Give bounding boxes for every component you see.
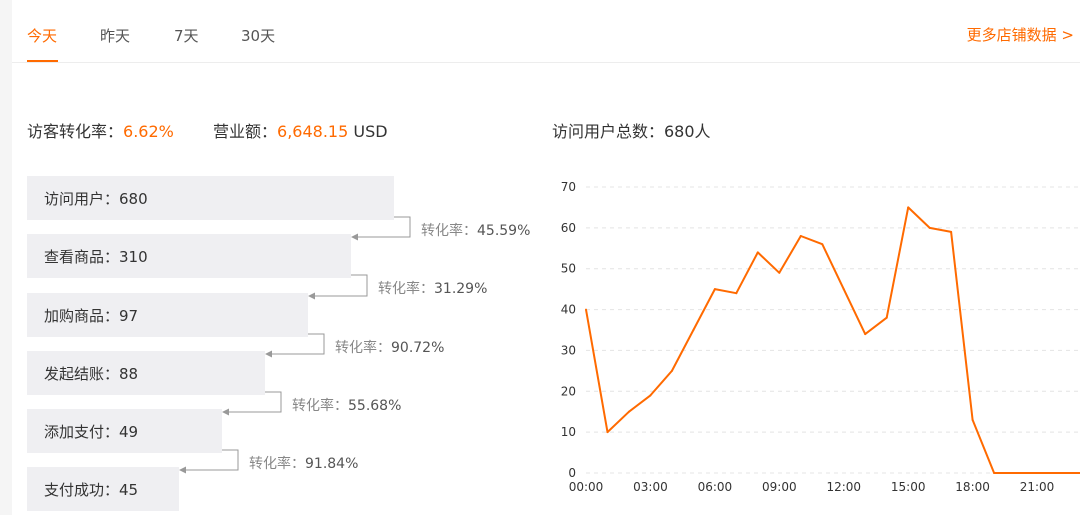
- time-range-tabs: 今天 昨天 7天 30天 更多店铺数据 >: [12, 0, 1080, 63]
- funnel-label-product-views: 查看商品：310: [44, 248, 148, 266]
- funnel-bar-product-views: 查看商品：310: [27, 234, 351, 278]
- tab-yesterday[interactable]: 昨天: [100, 27, 131, 45]
- rate-label: 转化率：: [292, 398, 348, 414]
- data-point: [778, 271, 781, 274]
- conversion-rate-step-5: 转化率：91.84%: [249, 453, 358, 473]
- arrowhead-icon: [179, 466, 186, 474]
- data-point: [670, 369, 673, 372]
- data-point: [627, 410, 630, 413]
- connector-arrow: [356, 216, 411, 238]
- data-point: [735, 292, 738, 295]
- active-tab-indicator: [27, 60, 58, 62]
- y-tick-label: 40: [561, 303, 576, 317]
- y-tick-label: 60: [561, 221, 576, 235]
- arrowhead-icon: [351, 233, 358, 241]
- funnel-bar-add-payment: 添加支付：49: [27, 409, 222, 453]
- conversion-rate-label: 访客转化率：: [27, 122, 124, 141]
- x-tick-label: 12:00: [826, 480, 861, 494]
- data-point: [821, 243, 824, 246]
- y-tick-label: 50: [561, 262, 576, 276]
- revenue-unit: USD: [353, 122, 388, 141]
- x-tick-label: 03:00: [633, 480, 668, 494]
- rate-value: 90.72%: [391, 340, 445, 356]
- tab-30-days[interactable]: 30天: [241, 27, 276, 45]
- data-point: [692, 329, 695, 331]
- funnel-bar-visits: 访问用户：680: [27, 176, 394, 220]
- funnel-connectors: [179, 216, 411, 474]
- connector-arrow: [313, 274, 368, 297]
- rate-value: 31.29%: [434, 281, 488, 297]
- connector-arrow: [270, 333, 325, 355]
- conversion-rate-step-3: 转化率：90.72%: [335, 337, 444, 357]
- funnel-label-visits: 访问用户：680: [44, 190, 148, 208]
- funnel-bar-payment-success: 支付成功：45: [27, 467, 179, 511]
- data-point: [842, 288, 845, 291]
- rate-label: 转化率：: [249, 456, 305, 472]
- conversion-rate-value: 6.62%: [123, 122, 174, 141]
- data-point: [606, 431, 609, 434]
- rate-value: 45.59%: [477, 223, 531, 239]
- data-point: [713, 288, 716, 291]
- conversion-rate-step-1: 转化率：45.59%: [421, 220, 530, 240]
- y-tick-label: 70: [561, 180, 576, 194]
- x-tick-label: 06:00: [698, 480, 733, 494]
- y-tick-label: 30: [561, 343, 576, 357]
- data-point: [1036, 472, 1039, 474]
- data-point: [885, 316, 888, 319]
- tab-today[interactable]: 今天: [27, 27, 58, 45]
- arrowhead-icon: [222, 408, 229, 416]
- data-point: [950, 230, 953, 233]
- conversion-rate-step-4: 转化率：55.68%: [292, 395, 401, 415]
- arrowhead-icon: [265, 350, 272, 358]
- conversion-rate-stat: 访客转化率：6.62%: [27, 118, 174, 142]
- rate-label: 转化率：: [335, 340, 391, 356]
- data-point: [649, 394, 652, 397]
- x-tick-label: 18:00: [955, 480, 990, 494]
- total-visitors-stat: 访问用户总数：680人: [552, 122, 711, 141]
- funnel-label-add-payment: 添加支付：49: [44, 423, 139, 441]
- revenue-value: 6,648.15: [277, 122, 349, 141]
- data-point: [971, 418, 974, 421]
- funnel-bar-add-to-cart: 加购商品：97: [27, 293, 308, 337]
- conversion-rate-step-2: 转化率：31.29%: [378, 278, 487, 298]
- data-point: [1014, 472, 1017, 474]
- x-tick-label: 21:00: [1020, 480, 1055, 494]
- data-point: [993, 472, 996, 474]
- tab-7-days[interactable]: 7天: [174, 27, 199, 45]
- connector-arrow: [227, 391, 282, 413]
- y-tick-label: 10: [561, 425, 576, 439]
- data-point: [585, 308, 587, 311]
- store-data-card: 今天 昨天 7天 30天 更多店铺数据 > 访客转化率：6.62% 营业额：6,…: [12, 0, 1080, 515]
- x-tick-label: 09:00: [762, 480, 797, 494]
- revenue-label: 营业额：: [213, 122, 278, 141]
- y-tick-label: 0: [568, 466, 576, 480]
- hourly-visitors-line-chart: 0 10 20 30 40 50 60 70 00:00 03:00 06:00 09:00 12:00…: [561, 180, 1080, 494]
- rate-value: 91.84%: [305, 456, 359, 472]
- revenue-stat: 营业额：6,648.15 USD: [213, 118, 388, 142]
- funnel-bar-checkout: 发起结账：88: [27, 351, 265, 395]
- funnel-label-payment-success: 支付成功：45: [44, 481, 139, 499]
- funnel-label-checkout: 发起结账：88: [44, 365, 139, 383]
- data-point: [756, 251, 759, 254]
- data-point: [907, 206, 910, 209]
- data-point: [1057, 472, 1060, 474]
- funnel-label-add-to-cart: 加购商品：97: [44, 307, 139, 325]
- data-point: [928, 226, 931, 229]
- rate-value: 55.68%: [348, 398, 402, 414]
- x-tick-label: 15:00: [891, 480, 926, 494]
- rate-label: 转化率：: [378, 281, 434, 297]
- connector-arrow: [184, 449, 239, 471]
- arrowhead-icon: [308, 292, 315, 300]
- series-line-visitors: [585, 206, 1080, 474]
- data-point: [864, 333, 867, 336]
- more-store-data-link[interactable]: 更多店铺数据 >: [966, 26, 1074, 44]
- x-tick-label: 00:00: [569, 480, 604, 494]
- data-point: [799, 235, 802, 238]
- y-tick-label: 20: [561, 384, 576, 398]
- rate-label: 转化率：: [421, 223, 477, 239]
